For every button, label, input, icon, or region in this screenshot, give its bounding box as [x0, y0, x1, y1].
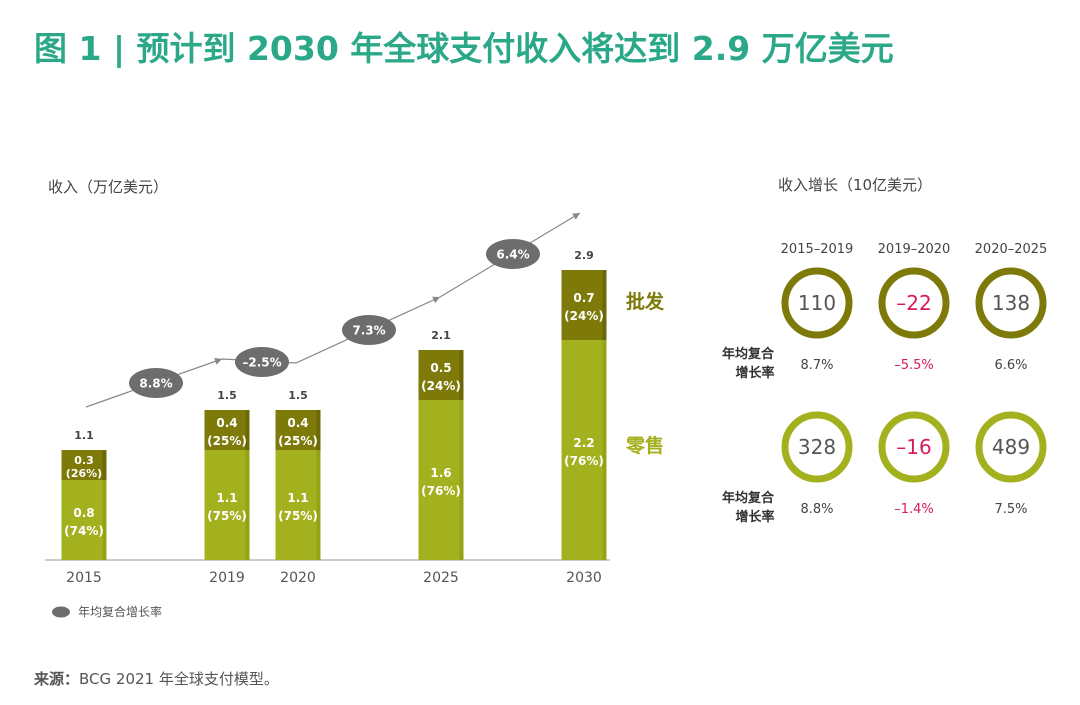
- growth-ring-零售: [781, 411, 853, 483]
- growth-ring-value: –22: [896, 291, 931, 315]
- cagr-row-label: 年均复合: [722, 490, 775, 506]
- wholesale-share-label: (26%): [66, 467, 102, 480]
- bar-retail-2019: [204, 450, 250, 560]
- growth-ring-零售: [975, 411, 1047, 483]
- bar-retail-shade-2020: [316, 450, 321, 560]
- growth-column-header: 2019–2020: [878, 242, 951, 257]
- wholesale-value-label: 0.3: [74, 454, 94, 467]
- bar-wholesale-2020: [275, 410, 321, 450]
- retail-share-label: (75%): [207, 509, 247, 523]
- growth-bubble: [342, 315, 396, 345]
- bar-wholesale-shade-2019: [245, 410, 250, 450]
- growth-cagr-value: 8.7%: [800, 358, 833, 373]
- bar-wholesale-shade-2020: [316, 410, 321, 450]
- growth-bubble-label: 7.3%: [352, 324, 385, 338]
- wholesale-value-label: 0.7: [573, 291, 594, 305]
- growth-ring-value: –16: [896, 435, 931, 459]
- bar-wholesale-2015: [61, 450, 107, 480]
- source-text: BCG 2021 年全球支付模型。: [79, 670, 279, 688]
- bar-retail-shade-2015: [102, 480, 107, 560]
- bar-retail-2020: [275, 450, 321, 560]
- bar-total-label: 1.5: [217, 389, 237, 402]
- bar-total-label: 1.5: [288, 389, 308, 402]
- bar-total-label: 2.9: [574, 249, 594, 262]
- x-tick-label: 2019: [209, 570, 245, 586]
- legend-bubble-icon: [52, 606, 70, 618]
- growth-ring-零售: [878, 411, 950, 483]
- retail-value-label: 1.1: [216, 491, 237, 505]
- retail-value-label: 0.8: [73, 506, 94, 520]
- growth-bubble: [235, 347, 289, 377]
- bar-retail-shade-2030: [602, 340, 607, 560]
- growth-column-header: 2020–2025: [975, 242, 1048, 257]
- wholesale-share-label: (24%): [421, 379, 461, 393]
- bar-wholesale-shade-2025: [459, 350, 464, 400]
- cagr-row-label: 年均复合: [722, 346, 775, 362]
- bar-wholesale-2019: [204, 410, 250, 450]
- wholesale-value-label: 0.5: [430, 361, 451, 375]
- bar-wholesale-2030: [561, 270, 607, 340]
- retail-share-label: (75%): [278, 509, 318, 523]
- bar-wholesale-2025: [418, 350, 464, 400]
- growth-ring-value: 328: [798, 435, 836, 459]
- source-label: 来源：: [34, 670, 80, 688]
- bar-total-label: 1.1: [74, 429, 94, 442]
- trend-arrowhead: [214, 358, 222, 365]
- growth-panel-title: 收入增长（10亿美元）: [778, 176, 932, 194]
- growth-cagr-value: –5.5%: [894, 358, 934, 373]
- growth-cagr-value: 7.5%: [994, 502, 1027, 517]
- bar-chart-title: 收入（万亿美元）: [48, 178, 168, 196]
- retail-value-label: 1.1: [287, 491, 308, 505]
- bar-retail-2015: [61, 480, 107, 560]
- retail-value-label: 2.2: [573, 436, 594, 450]
- retail-share-label: (76%): [421, 484, 461, 498]
- bar-retail-2025: [418, 400, 464, 560]
- growth-cagr-value: –1.4%: [894, 502, 934, 517]
- series-label-retail: 零售: [625, 434, 664, 457]
- cagr-row-label: 增长率: [735, 509, 774, 525]
- growth-ring-value: 110: [798, 291, 836, 315]
- series-label-wholesale: 批发: [626, 290, 665, 313]
- growth-bubble: [129, 368, 183, 398]
- growth-ring-批发: [878, 267, 950, 339]
- x-tick-label: 2025: [423, 570, 459, 586]
- retail-share-label: (74%): [64, 524, 104, 538]
- growth-cagr-value: 6.6%: [994, 358, 1027, 373]
- growth-ring-value: 138: [992, 291, 1030, 315]
- bar-retail-2030: [561, 340, 607, 560]
- trend-arrowhead: [572, 213, 580, 220]
- source-note: 来源：BCG 2021 年全球支付模型。: [34, 668, 279, 689]
- x-tick-label: 2015: [66, 570, 102, 586]
- x-tick-label: 2030: [566, 570, 602, 586]
- growth-bubble: [486, 239, 540, 269]
- bar-total-label: 2.1: [431, 329, 451, 342]
- wholesale-value-label: 0.4: [216, 416, 237, 430]
- bar-retail-shade-2019: [245, 450, 250, 560]
- bar-wholesale-shade-2015: [102, 450, 107, 480]
- growth-cagr-value: 8.8%: [800, 502, 833, 517]
- bar-retail-shade-2025: [459, 400, 464, 560]
- legend-label: 年均复合增长率: [78, 604, 162, 619]
- growth-ring-批发: [781, 267, 853, 339]
- x-tick-label: 2020: [280, 570, 316, 586]
- growth-bubble-label: –2.5%: [242, 356, 281, 370]
- bar-wholesale-shade-2030: [602, 270, 607, 340]
- wholesale-share-label: (25%): [278, 434, 318, 448]
- trend-arrowhead: [432, 296, 440, 304]
- retail-value-label: 1.6: [430, 466, 451, 480]
- wholesale-share-label: (25%): [207, 434, 247, 448]
- figure-title: 图 1 | 预计到 2030 年全球支付收入将达到 2.9 万亿美元: [34, 29, 894, 68]
- growth-ring-批发: [975, 267, 1047, 339]
- retail-share-label: (76%): [564, 454, 604, 468]
- growth-bubble-label: 8.8%: [139, 377, 172, 391]
- wholesale-value-label: 0.4: [287, 416, 308, 430]
- growth-column-header: 2015–2019: [781, 242, 854, 257]
- wholesale-share-label: (24%): [564, 309, 604, 323]
- cagr-row-label: 增长率: [735, 365, 774, 381]
- growth-ring-value: 489: [992, 435, 1030, 459]
- growth-bubble-label: 6.4%: [496, 248, 529, 262]
